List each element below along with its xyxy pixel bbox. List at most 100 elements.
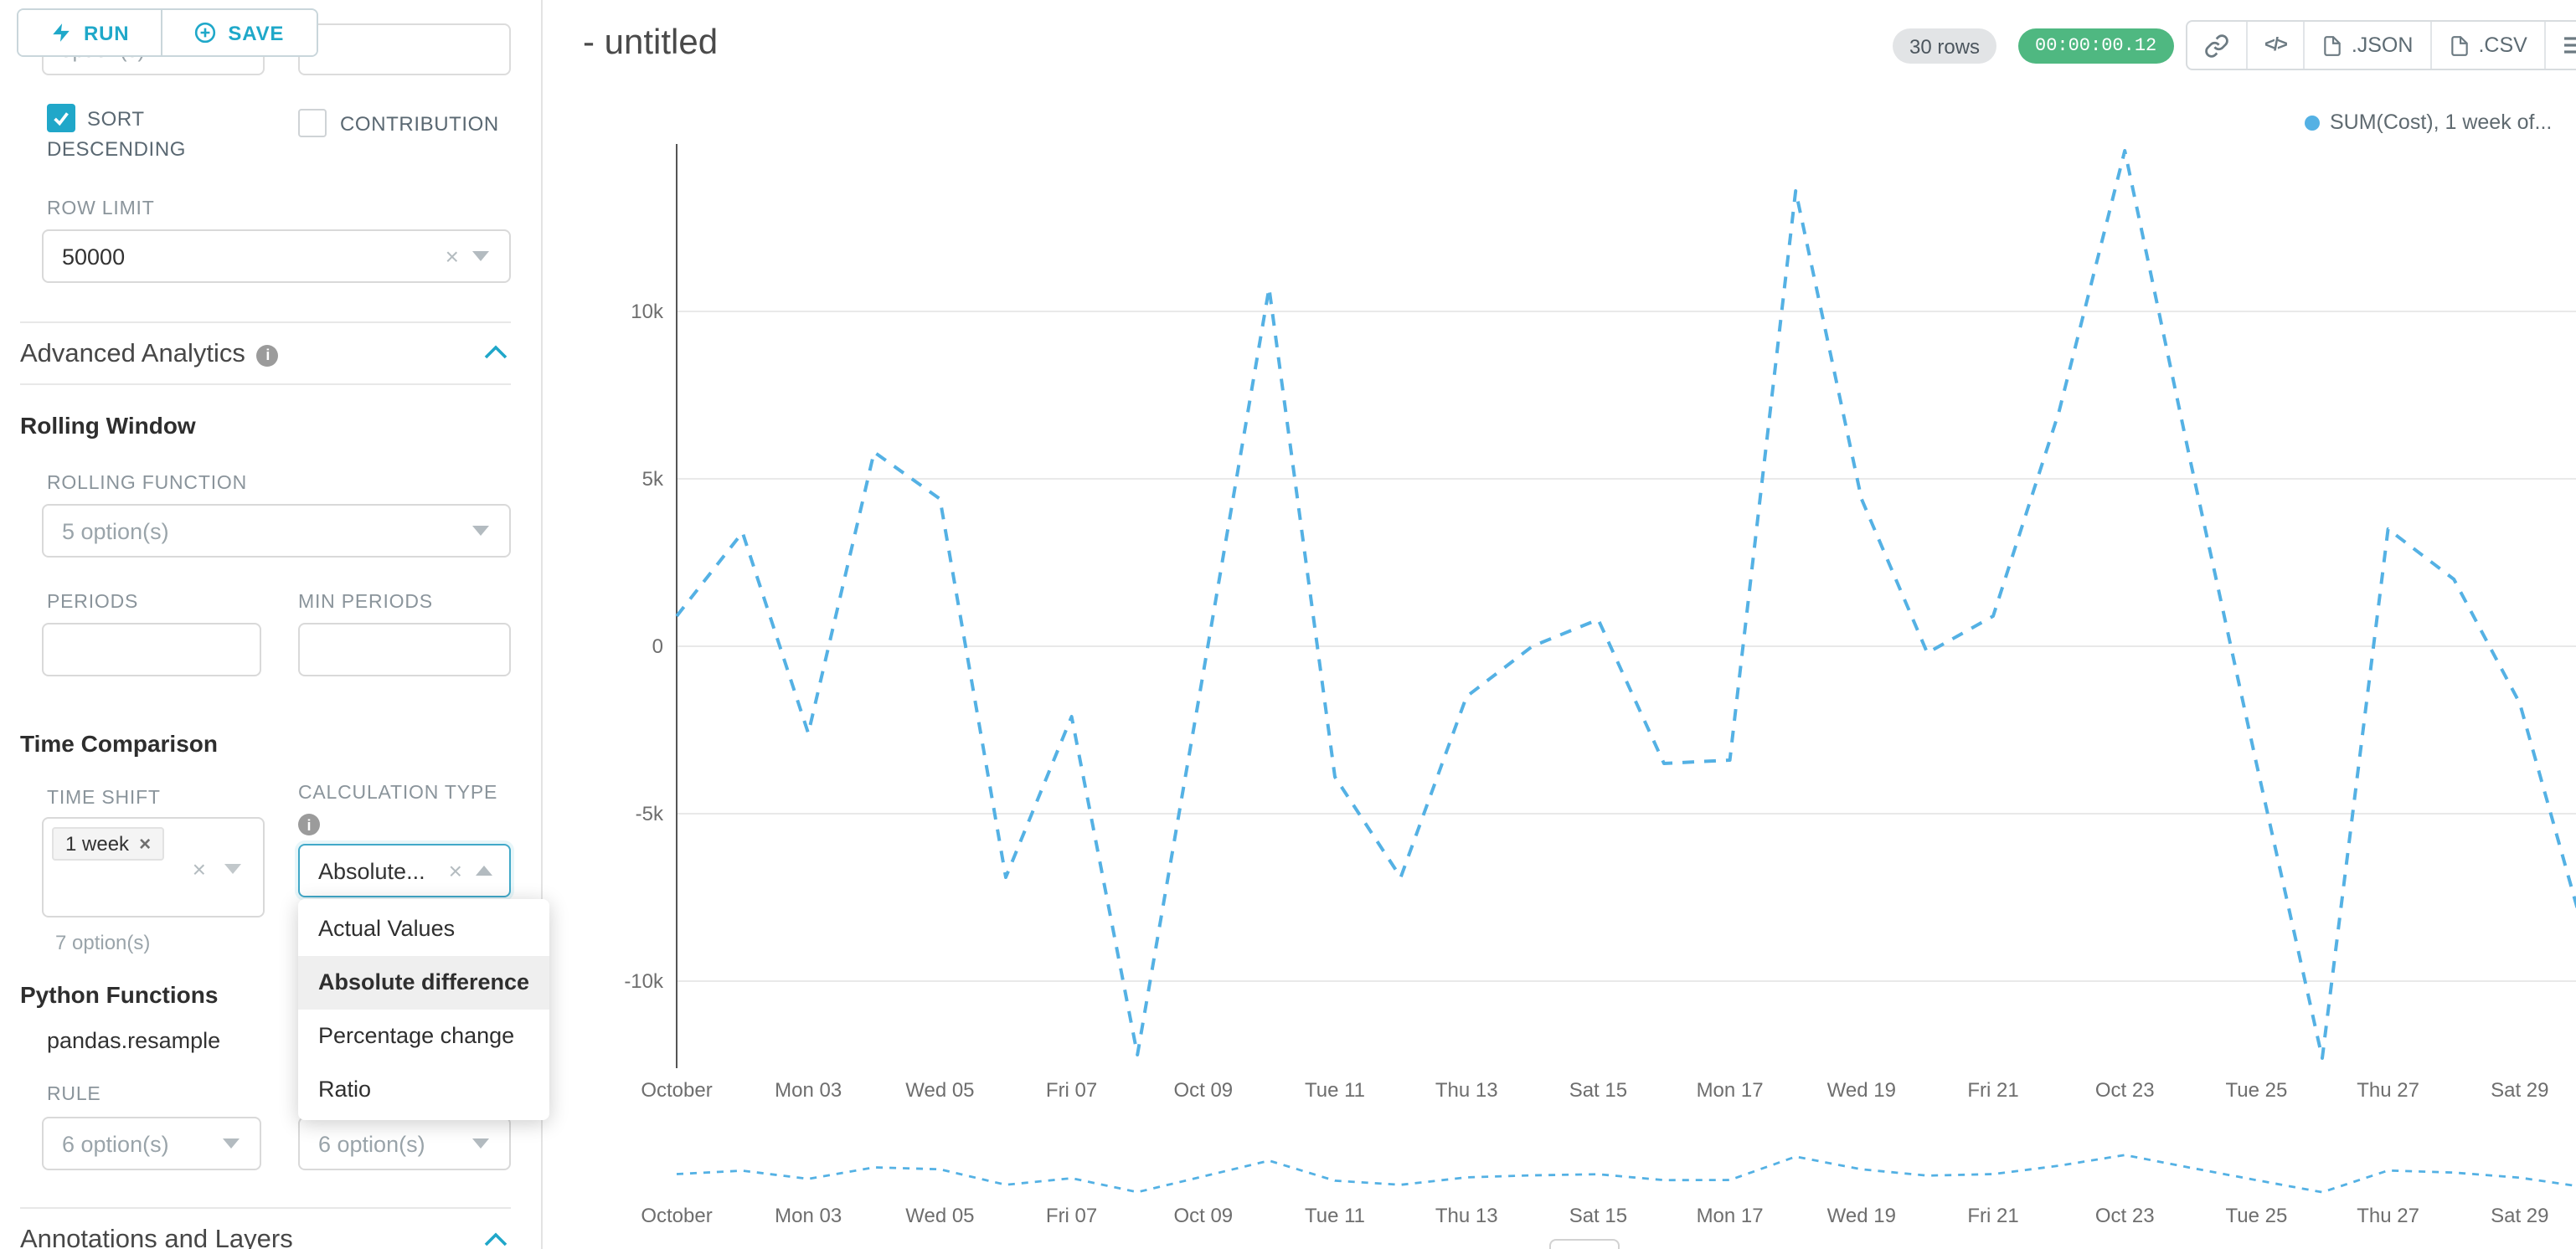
rule-select-secondary[interactable]: 6 option(s) [298,1117,511,1170]
run-save-group: RUN SAVE [17,8,318,57]
min-periods-label: MIN PERIODS [298,593,433,613]
file-icon [2324,35,2341,55]
sort-descending-label: SORT [87,107,145,131]
svg-text:Wed 05: Wed 05 [905,1205,974,1227]
save-button[interactable]: SAVE [161,10,317,55]
time-shift-tag: 1 week × [52,827,165,861]
python-functions-title: Python Functions [20,981,219,1008]
svg-text:Tue 11: Tue 11 [1305,1079,1365,1102]
chevron-down-icon [224,864,241,874]
divider [20,321,511,323]
time-comparison-title: Time Comparison [20,730,218,757]
advanced-analytics-header[interactable]: Advanced Analytics i [20,340,279,370]
svg-text:October: October [641,1079,712,1102]
chevron-up-icon[interactable] [484,1232,507,1247]
menu-button[interactable] [2543,22,2576,69]
dropdown-option-ratio[interactable]: Ratio [318,1077,372,1102]
legend-label: SUM(Cost), 1 week of... [2330,111,2553,134]
embed-code-button[interactable]: </> [2246,22,2303,69]
sort-descending-checkbox[interactable] [47,104,75,132]
row-limit-value: 50000 [62,244,126,269]
chart-actions-toolbar: </> .JSON .CSV [2186,20,2576,70]
python-function-item: pandas.resample [47,1028,221,1053]
svg-text:Oct 23: Oct 23 [2095,1205,2155,1227]
clear-icon[interactable]: × [192,856,206,882]
dropdown-option-percentage-change[interactable]: Percentage change [318,1023,515,1048]
calculation-type-label: CALCULATION TYPE [298,784,498,804]
svg-text:Fri 21: Fri 21 [1967,1205,2018,1227]
run-button-label: RUN [84,21,130,44]
rolling-function-label: ROLLING FUNCTION [47,474,247,494]
export-csv-label: .CSV [2478,33,2527,57]
svg-text:-5k: -5k [636,803,664,825]
time-shift-label: TIME SHIFT [47,789,161,809]
svg-text:Tue 25: Tue 25 [2225,1205,2287,1227]
check-icon [54,112,69,126]
panel-divider[interactable] [541,0,543,1249]
svg-text:Thu 27: Thu 27 [2357,1205,2419,1227]
divider [20,1207,511,1209]
annotations-header[interactable]: Annotations and Layers [20,1226,293,1249]
annotations-title: Annotations and Layers [20,1226,293,1249]
calculation-type-value: Absolute... [318,858,425,883]
dropdown-option-actual-values[interactable]: Actual Values [318,916,456,941]
chart-title: - untitled [583,23,719,62]
lightning-icon [53,23,70,42]
partial-select-right[interactable] [298,23,511,75]
svg-text:Fri 07: Fri 07 [1046,1205,1097,1227]
info-icon: i [256,344,279,366]
control-panel: option(s) RUN SAVE [0,0,549,1249]
svg-text:Tue 25: Tue 25 [2225,1079,2287,1102]
chevron-down-icon [472,251,489,261]
clear-icon[interactable]: × [445,243,459,270]
rule-select[interactable]: 6 option(s) [42,1117,261,1170]
svg-text:Thu 27: Thu 27 [2357,1079,2419,1102]
rule-placeholder: 6 option(s) [62,1131,169,1156]
chevron-down-icon [472,1138,489,1149]
rolling-function-select[interactable]: 5 option(s) [42,504,511,558]
plus-circle-icon [195,22,216,44]
copy-link-button[interactable] [2187,22,2246,69]
row-limit-select[interactable]: 50000 × [42,229,511,283]
results-pane-handle[interactable] [1549,1239,1620,1249]
min-periods-input[interactable] [298,623,511,676]
svg-text:Mon 03: Mon 03 [775,1205,842,1227]
calculation-type-select[interactable]: Absolute... × [298,844,511,897]
dropdown-option-absolute-difference[interactable]: Absolute difference [298,956,549,1010]
main-chart[interactable]: 10k 5k 0 -5k -10k October Mon 03 Wed 05 Fri 07 Oc… [569,84,2576,1118]
contribution-checkbox[interactable] [298,109,327,137]
timer-badge: 00:00:00.12 [2018,28,2174,64]
divider [20,383,511,385]
rule-placeholder-2: 6 option(s) [318,1131,425,1156]
svg-text:Fri 07: Fri 07 [1046,1079,1097,1102]
contribution-label: CONTRIBUTION [340,112,499,136]
save-button-label: SAVE [228,21,285,44]
export-json-label: .JSON [2351,33,2414,57]
clear-icon[interactable]: × [448,857,462,884]
chart-legend[interactable]: SUM(Cost), 1 week of... [2305,111,2552,134]
chevron-down-icon [223,1138,240,1149]
periods-input[interactable] [42,623,261,676]
export-csv-button[interactable]: .CSV [2429,22,2544,69]
calculation-type-dropdown: Actual Values Absolute difference Percen… [298,899,549,1120]
legend-dot [2305,115,2320,130]
remove-tag-icon[interactable]: × [139,832,152,856]
chevron-up-icon[interactable] [484,345,507,360]
sort-descending-label-line2: DESCENDING [47,137,187,161]
export-json-button[interactable]: .JSON [2302,22,2430,69]
svg-text:Oct 23: Oct 23 [2095,1079,2155,1102]
chevron-up-icon [476,866,492,876]
svg-text:Sat 15: Sat 15 [1569,1205,1627,1227]
rolling-window-title: Rolling Window [20,412,196,439]
advanced-analytics-title: Advanced Analytics [20,340,245,368]
svg-text:Sat 29: Sat 29 [2491,1079,2548,1102]
svg-text:0: 0 [652,635,663,658]
svg-text:Sat 29: Sat 29 [2491,1205,2548,1227]
hamburger-icon [2563,37,2576,54]
run-button[interactable]: RUN [18,10,162,55]
mini-chart[interactable]: October Mon 03 Wed 05 Fri 07 Oct 09 Tue 11 Thu… [569,1112,2576,1246]
periods-label: PERIODS [47,593,139,613]
time-shift-select[interactable]: 1 week × × [42,817,265,917]
time-shift-helper: 7 option(s) [55,931,151,954]
